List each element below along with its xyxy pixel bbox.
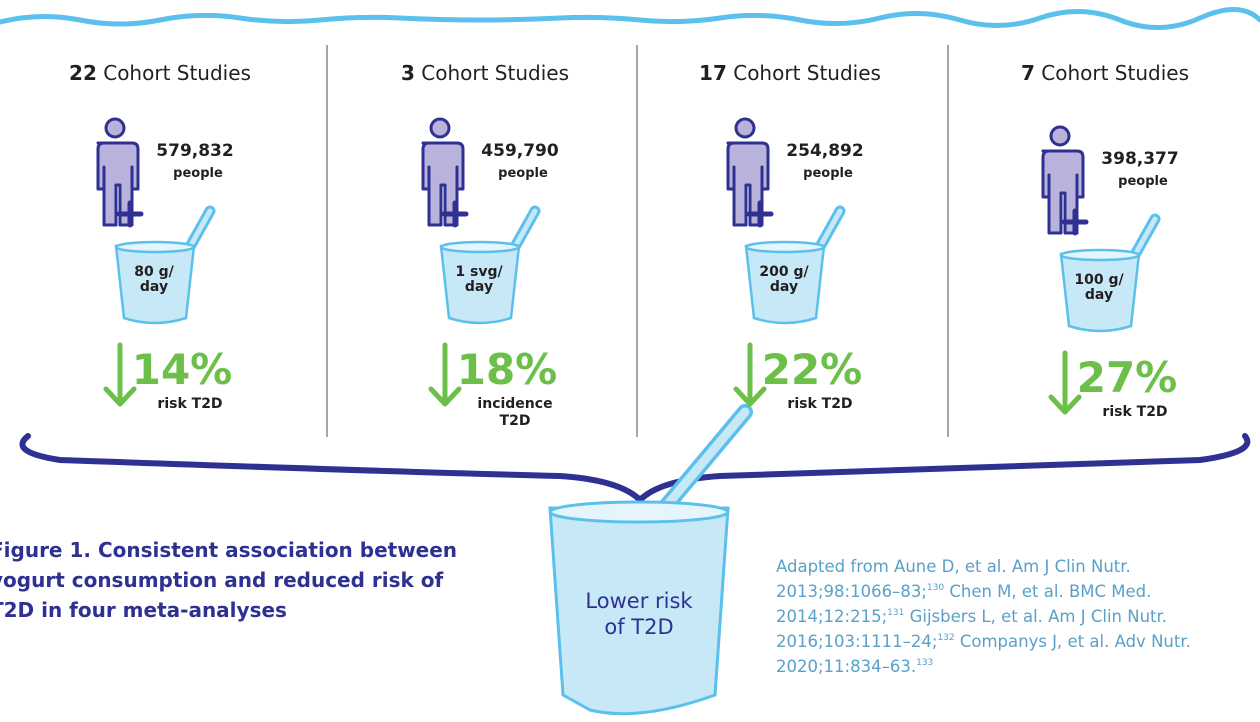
intake: 80 g/ <box>134 264 174 280</box>
panel-title: 17 Cohort Studies <box>699 61 881 85</box>
cup-rim <box>1061 250 1139 260</box>
reference-number: 132 <box>937 633 954 643</box>
people-count: 579,832 <box>156 141 233 161</box>
intake: day <box>770 279 798 295</box>
person-head <box>1051 127 1069 145</box>
outcome: risk T2D <box>1102 404 1167 420</box>
cup-rim <box>746 242 824 252</box>
panel: 17 Cohort Studies 254,892 people 200 g/day 2… <box>699 61 881 412</box>
brace <box>22 436 1247 500</box>
percent: 27% <box>1077 353 1178 402</box>
panel-title: 22 Cohort Studies <box>69 61 251 85</box>
people-label: people <box>803 166 853 181</box>
study-count: 3 <box>401 61 415 85</box>
outcome: risk T2D <box>787 396 852 412</box>
people-label: people <box>498 166 548 181</box>
reference-number: 133 <box>916 658 933 668</box>
intake: 1 svg/ <box>455 264 503 280</box>
people-label: people <box>173 166 223 181</box>
summary-text: of T2D <box>604 615 673 639</box>
person-head <box>106 119 124 137</box>
page: Lower risk of T2D Figure 1. Consistent a… <box>0 0 1260 722</box>
down-arrow <box>736 345 764 404</box>
person-head <box>736 119 754 137</box>
outcome: T2D <box>500 413 531 429</box>
people-count: 398,377 <box>1101 149 1178 169</box>
reference-number: 130 <box>927 583 944 593</box>
study-count: 17 <box>699 61 727 85</box>
intake: day <box>140 279 168 295</box>
panel-title: 3 Cohort Studies <box>401 61 569 85</box>
reference: Adapted from Aune D, et al. Am J Clin Nu… <box>776 554 1256 679</box>
study-count: 22 <box>69 61 97 85</box>
outcome: incidence <box>477 396 552 412</box>
percent: 18% <box>457 345 558 394</box>
cup-rim <box>441 242 519 252</box>
percent: 22% <box>762 345 863 394</box>
study-label: Cohort Studies <box>103 61 251 85</box>
intake: day <box>465 279 493 295</box>
panel: 3 Cohort Studies 459,790 people 1 svg/day 18… <box>401 61 569 429</box>
intake: day <box>1085 287 1113 303</box>
outcome: risk T2D <box>157 396 222 412</box>
caption-line: T2D in four meta-analyses <box>0 598 287 622</box>
panel: 7 Cohort Studies 398,377 people 100 g/day 27… <box>1021 61 1189 420</box>
down-arrow <box>431 345 459 404</box>
down-arrow <box>1051 353 1079 412</box>
intake: 200 g/ <box>759 264 809 280</box>
summary-cup: Lower risk of T2D <box>550 412 745 714</box>
people-count: 459,790 <box>481 141 559 161</box>
caption-line: Figure 1. Consistent association between <box>0 538 457 562</box>
people-count: 254,892 <box>786 141 863 161</box>
intake: 100 g/ <box>1074 272 1124 288</box>
people-label: people <box>1118 174 1168 189</box>
study-label: Cohort Studies <box>421 61 569 85</box>
panel: 22 Cohort Studies 579,832 people 80 g/day 14… <box>69 61 251 412</box>
panel-title: 7 Cohort Studies <box>1021 61 1189 85</box>
study-label: Cohort Studies <box>733 61 881 85</box>
down-arrow <box>106 345 134 404</box>
summary-text: Lower risk <box>585 589 693 613</box>
reference-number: 131 <box>887 608 904 618</box>
study-count: 7 <box>1021 61 1035 85</box>
top-wave <box>0 9 1260 27</box>
study-label: Cohort Studies <box>1041 61 1189 85</box>
person-head <box>431 119 449 137</box>
percent: 14% <box>132 345 233 394</box>
cup-rim <box>116 242 194 252</box>
caption-line: yogurt consumption and reduced risk of <box>0 568 444 592</box>
